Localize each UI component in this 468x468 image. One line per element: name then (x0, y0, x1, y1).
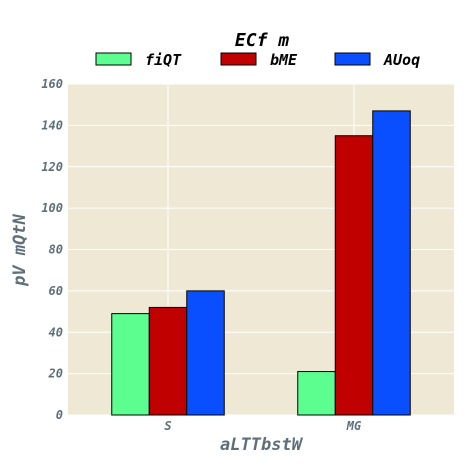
legend-label-fiQT: fiQT (145, 51, 182, 69)
bar-bME-MG (334, 135, 374, 416)
y-tick-label-0: 0 (56, 408, 63, 422)
bar-fiQT-S (111, 313, 150, 416)
y-tick-label-7: 140 (41, 118, 63, 132)
y-tick-label-4: 80 (49, 243, 63, 257)
x-tick-label-1: MG (346, 419, 361, 433)
y-tick-label-3: 60 (49, 284, 63, 298)
y-axis-label: pV mQtN (10, 213, 30, 286)
y-tick-label-6: 120 (41, 160, 63, 174)
y-tick-label-5: 100 (41, 201, 63, 215)
bar-AUoq-MG (372, 110, 411, 416)
legend-swatch-fiQT (95, 52, 132, 66)
bar-fiQT-MG (297, 371, 336, 416)
x-axis-label: aLTTbstW (220, 435, 304, 455)
x-tick-label-0: S (164, 419, 171, 433)
bars (111, 110, 411, 416)
y-axis-ticks: 0 20 40 60 80 100 120 140 160 (41, 77, 63, 422)
bar-AUoq-S (186, 290, 225, 416)
chart-title: ECf m (235, 30, 289, 51)
bar-bME-S (148, 306, 188, 416)
legend-label-AUoq: AUoq (383, 51, 420, 69)
legend: fiQT bME AUoq (95, 51, 420, 69)
legend-swatch-bME (220, 52, 257, 66)
x-axis-ticks: S MG (164, 419, 361, 433)
y-tick-label-1: 20 (48, 367, 63, 381)
legend-label-bME: bME (270, 51, 298, 69)
legend-swatch-AUoq (334, 52, 371, 66)
y-tick-label-2: 40 (49, 325, 63, 339)
y-tick-label-8: 160 (41, 77, 63, 91)
